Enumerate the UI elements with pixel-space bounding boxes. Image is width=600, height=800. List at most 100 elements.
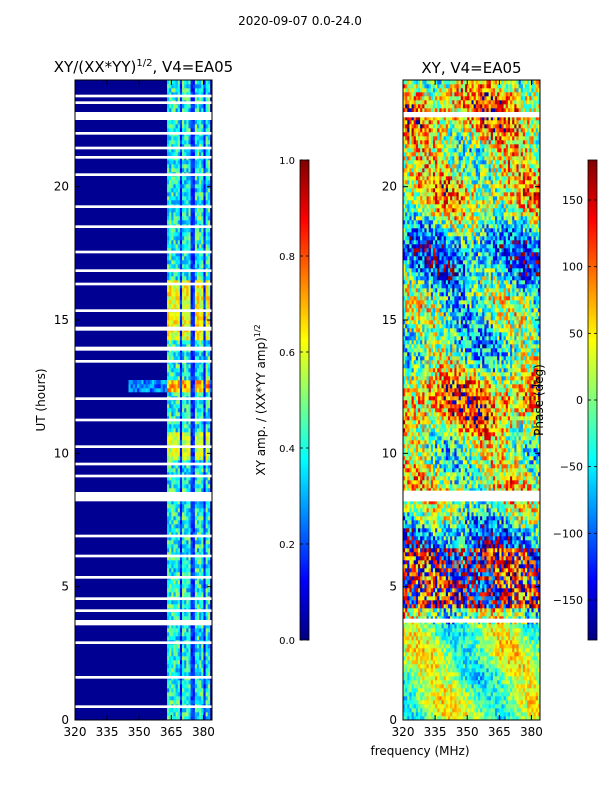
heatmap-cell	[203, 108, 206, 113]
heatmap-cell	[171, 556, 174, 561]
heatmap-cell	[197, 700, 200, 705]
heatmap-cell	[518, 628, 522, 633]
heatmap-cell	[422, 712, 425, 717]
heatmap-cell	[482, 636, 485, 641]
heatmap-cell	[492, 632, 496, 637]
heatmap-cell	[186, 612, 189, 617]
heatmap-cell	[175, 152, 179, 157]
heatmap-cell	[432, 716, 436, 720]
heatmap-cell	[497, 652, 500, 657]
heatmap-cell	[405, 628, 408, 633]
heatmap-cell	[192, 584, 196, 589]
heatmap-cell	[473, 700, 477, 705]
heatmap-cell	[422, 664, 425, 669]
heatmap-cell	[465, 624, 468, 629]
heatmap-cell	[199, 140, 202, 145]
heatmap-cell	[450, 716, 453, 720]
heatmap-cell	[447, 668, 451, 673]
heatmap-cell	[199, 80, 202, 85]
heatmap-cell	[516, 628, 519, 633]
heatmap-cell	[169, 624, 172, 629]
heatmap-cell	[207, 648, 211, 653]
heatmap-cell	[177, 164, 181, 169]
heatmap-cell	[415, 668, 419, 673]
heatmap-cell	[201, 440, 204, 445]
heatmap-cell	[188, 260, 191, 265]
heatmap-cell	[207, 248, 211, 253]
heatmap-cell	[499, 716, 502, 720]
heatmap-cell	[490, 660, 494, 665]
heatmap-cell	[199, 680, 202, 685]
heatmap-cell	[409, 676, 412, 681]
heatmap-cell	[535, 652, 539, 657]
heatmap-cell	[537, 700, 540, 705]
heatmap-cell	[428, 712, 432, 717]
heatmap-cell	[475, 688, 479, 693]
heatmap-cell	[171, 384, 174, 389]
heatmap-cell	[137, 384, 140, 389]
heatmap-cell	[426, 616, 429, 621]
heatmap-cell	[514, 672, 517, 677]
heatmap-cell	[205, 588, 209, 593]
heatmap-cell	[182, 712, 185, 717]
heatmap-cell	[203, 520, 206, 525]
heatmap-cell	[207, 260, 211, 265]
heatmap-cell	[527, 696, 530, 701]
heatmap-cell	[173, 372, 176, 377]
heatmap-cell	[199, 376, 202, 381]
heatmap-cell	[188, 488, 191, 493]
heatmap-cell	[435, 712, 438, 717]
heatmap-cell	[403, 656, 406, 661]
heatmap-cell	[173, 124, 176, 129]
heatmap-cell	[179, 104, 183, 109]
heatmap-cell	[452, 640, 455, 645]
heatmap-cell	[164, 380, 168, 385]
heatmap-cell	[177, 644, 181, 649]
heatmap-cell	[430, 640, 434, 645]
heatmap-cell	[477, 632, 481, 637]
heatmap-cell	[467, 656, 470, 661]
heatmap-cell	[420, 688, 423, 693]
heatmap-cell	[145, 388, 149, 393]
heatmap-cell	[177, 512, 181, 517]
heatmap-cell	[205, 312, 209, 317]
heatmap-cell	[443, 644, 447, 649]
heatmap-cell	[188, 524, 191, 529]
heatmap-cell	[186, 340, 189, 345]
heatmap-cell	[205, 208, 209, 213]
heatmap-cell	[531, 676, 534, 681]
heatmap-cell	[205, 440, 209, 445]
heatmap-cell	[194, 660, 198, 665]
heatmap-cell	[510, 656, 513, 661]
heatmap-cell	[194, 540, 198, 545]
heatmap-cell	[445, 648, 449, 653]
heatmap-cell	[447, 676, 451, 681]
heatmap-cell	[413, 672, 417, 677]
heatmap-cell	[426, 664, 429, 669]
heatmap-cell	[482, 668, 485, 673]
heatmap-cell	[186, 604, 189, 609]
heatmap-cell	[426, 688, 429, 693]
heatmap-cell	[205, 612, 209, 617]
heatmap-cell	[167, 536, 170, 541]
heatmap-cell	[417, 632, 421, 637]
heatmap-cell	[173, 696, 176, 701]
heatmap-cell	[167, 424, 170, 429]
heatmap-cell	[194, 356, 198, 361]
heatmap-cell	[177, 552, 181, 557]
heatmap-cell	[171, 412, 174, 417]
heatmap-cell	[207, 84, 211, 89]
heatmap-cell	[409, 616, 412, 621]
heatmap-cell	[171, 216, 174, 221]
heatmap-cell	[194, 436, 198, 441]
heatmap-cell	[179, 340, 183, 345]
heatmap-cell	[443, 716, 447, 720]
heatmap-cell	[424, 628, 427, 633]
heatmap-cell	[173, 544, 176, 549]
heatmap-cell	[201, 408, 204, 413]
heatmap-cell	[531, 668, 534, 673]
heatmap-cell	[460, 672, 464, 677]
heatmap-cell	[495, 640, 498, 645]
heatmap-cell	[454, 668, 457, 673]
heatmap-cell	[201, 144, 204, 149]
